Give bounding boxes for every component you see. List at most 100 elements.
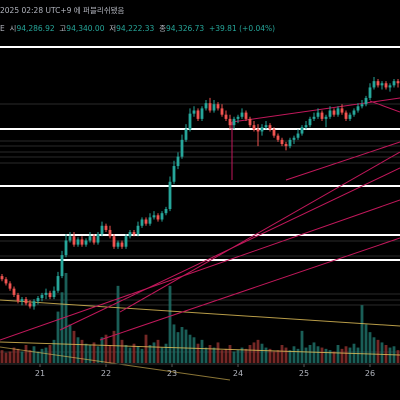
candle	[352, 108, 356, 117]
candle	[184, 124, 188, 142]
volume-bar	[312, 342, 316, 363]
candle	[228, 114, 232, 130]
candle	[84, 238, 88, 247]
candle-body	[316, 112, 320, 117]
volume-bar	[232, 351, 236, 363]
volume-bar	[368, 332, 372, 363]
candle	[196, 108, 200, 121]
candle-body	[216, 104, 220, 109]
candle	[132, 229, 136, 237]
candle-body	[148, 217, 152, 224]
candle-body	[336, 108, 340, 115]
trend-line[interactable]	[119, 151, 400, 313]
volume-bar	[164, 343, 168, 363]
volume-bar	[88, 345, 92, 363]
candle-body	[208, 103, 212, 111]
candle-body	[244, 112, 248, 119]
volume-bar	[196, 343, 200, 363]
candle	[80, 236, 84, 247]
candle	[4, 277, 8, 286]
candle-body	[288, 139, 292, 147]
volume-bar	[252, 342, 256, 363]
x-axis: 21 22 23 24 25 26	[35, 364, 375, 378]
ohlc-readout: E 시94,286.92 고94,340.00 저94,222.33 종94,3…	[0, 23, 275, 34]
candle	[304, 120, 308, 130]
volume-bar	[112, 330, 116, 363]
candle	[296, 129, 300, 140]
volume-bar	[60, 292, 64, 363]
candle	[144, 217, 148, 226]
volume-bar	[272, 351, 276, 363]
candle	[392, 79, 396, 88]
volume-bar	[36, 351, 40, 363]
candle	[60, 250, 64, 279]
candle-body	[232, 118, 236, 126]
volume-bar	[16, 348, 20, 363]
candle-body	[360, 104, 364, 107]
volume-bar	[124, 345, 128, 363]
fib-line[interactable]	[0, 299, 400, 327]
volume-bar	[140, 348, 144, 363]
candle	[336, 106, 340, 117]
volume-bar	[136, 346, 140, 363]
volume-bars	[0, 273, 400, 363]
volume-bar	[340, 348, 344, 363]
volume-bar	[24, 345, 28, 363]
candle	[104, 223, 108, 233]
candle-body	[224, 114, 228, 119]
candle-body	[184, 129, 188, 140]
x-tick-label: 21	[35, 369, 45, 378]
trend-line[interactable]	[285, 141, 400, 181]
candle	[176, 152, 180, 170]
close-label: 종	[159, 24, 167, 33]
fib-line[interactable]	[0, 341, 400, 356]
candle-body	[88, 236, 92, 241]
volume-bar	[268, 348, 272, 363]
volume-bar	[364, 324, 368, 363]
volume-bar	[172, 324, 176, 363]
volume-bar	[388, 347, 392, 363]
volume-bar	[244, 348, 248, 363]
volume-bar	[360, 305, 364, 363]
candle-body	[384, 83, 388, 88]
candle	[12, 286, 16, 298]
candle	[376, 79, 380, 88]
candle	[348, 112, 352, 121]
candle	[100, 221, 104, 237]
candle-body	[380, 83, 384, 86]
candle	[0, 273, 4, 282]
candle-body	[144, 219, 148, 224]
volume-bar	[324, 348, 328, 363]
x-tick-label: 26	[365, 369, 375, 378]
trend-line[interactable]	[369, 100, 400, 113]
candle-body	[160, 213, 164, 220]
candle	[368, 83, 372, 101]
candle	[384, 81, 388, 90]
candle	[272, 127, 276, 138]
candle-body	[236, 116, 240, 119]
volume-bar	[148, 345, 152, 363]
candle	[96, 232, 100, 245]
candle	[68, 232, 72, 243]
trend-line[interactable]	[99, 237, 400, 341]
candle-body	[308, 118, 312, 126]
candle	[204, 100, 208, 111]
candle-body	[40, 294, 44, 299]
candle	[340, 104, 344, 115]
trend-line[interactable]	[0, 199, 400, 341]
volume-bar	[296, 348, 300, 363]
trend-line[interactable]	[231, 97, 400, 123]
candle-body	[124, 236, 128, 247]
candle-body	[396, 81, 400, 84]
candle	[372, 76, 376, 90]
volume-bar	[204, 347, 208, 363]
x-tick-label: 23	[167, 369, 177, 378]
candle-body	[76, 239, 80, 245]
candle	[120, 240, 124, 249]
candle	[172, 160, 176, 184]
candle-body	[260, 127, 264, 132]
volume-bar	[44, 347, 48, 363]
volume-bar	[228, 345, 232, 363]
volume-bar	[32, 346, 36, 363]
